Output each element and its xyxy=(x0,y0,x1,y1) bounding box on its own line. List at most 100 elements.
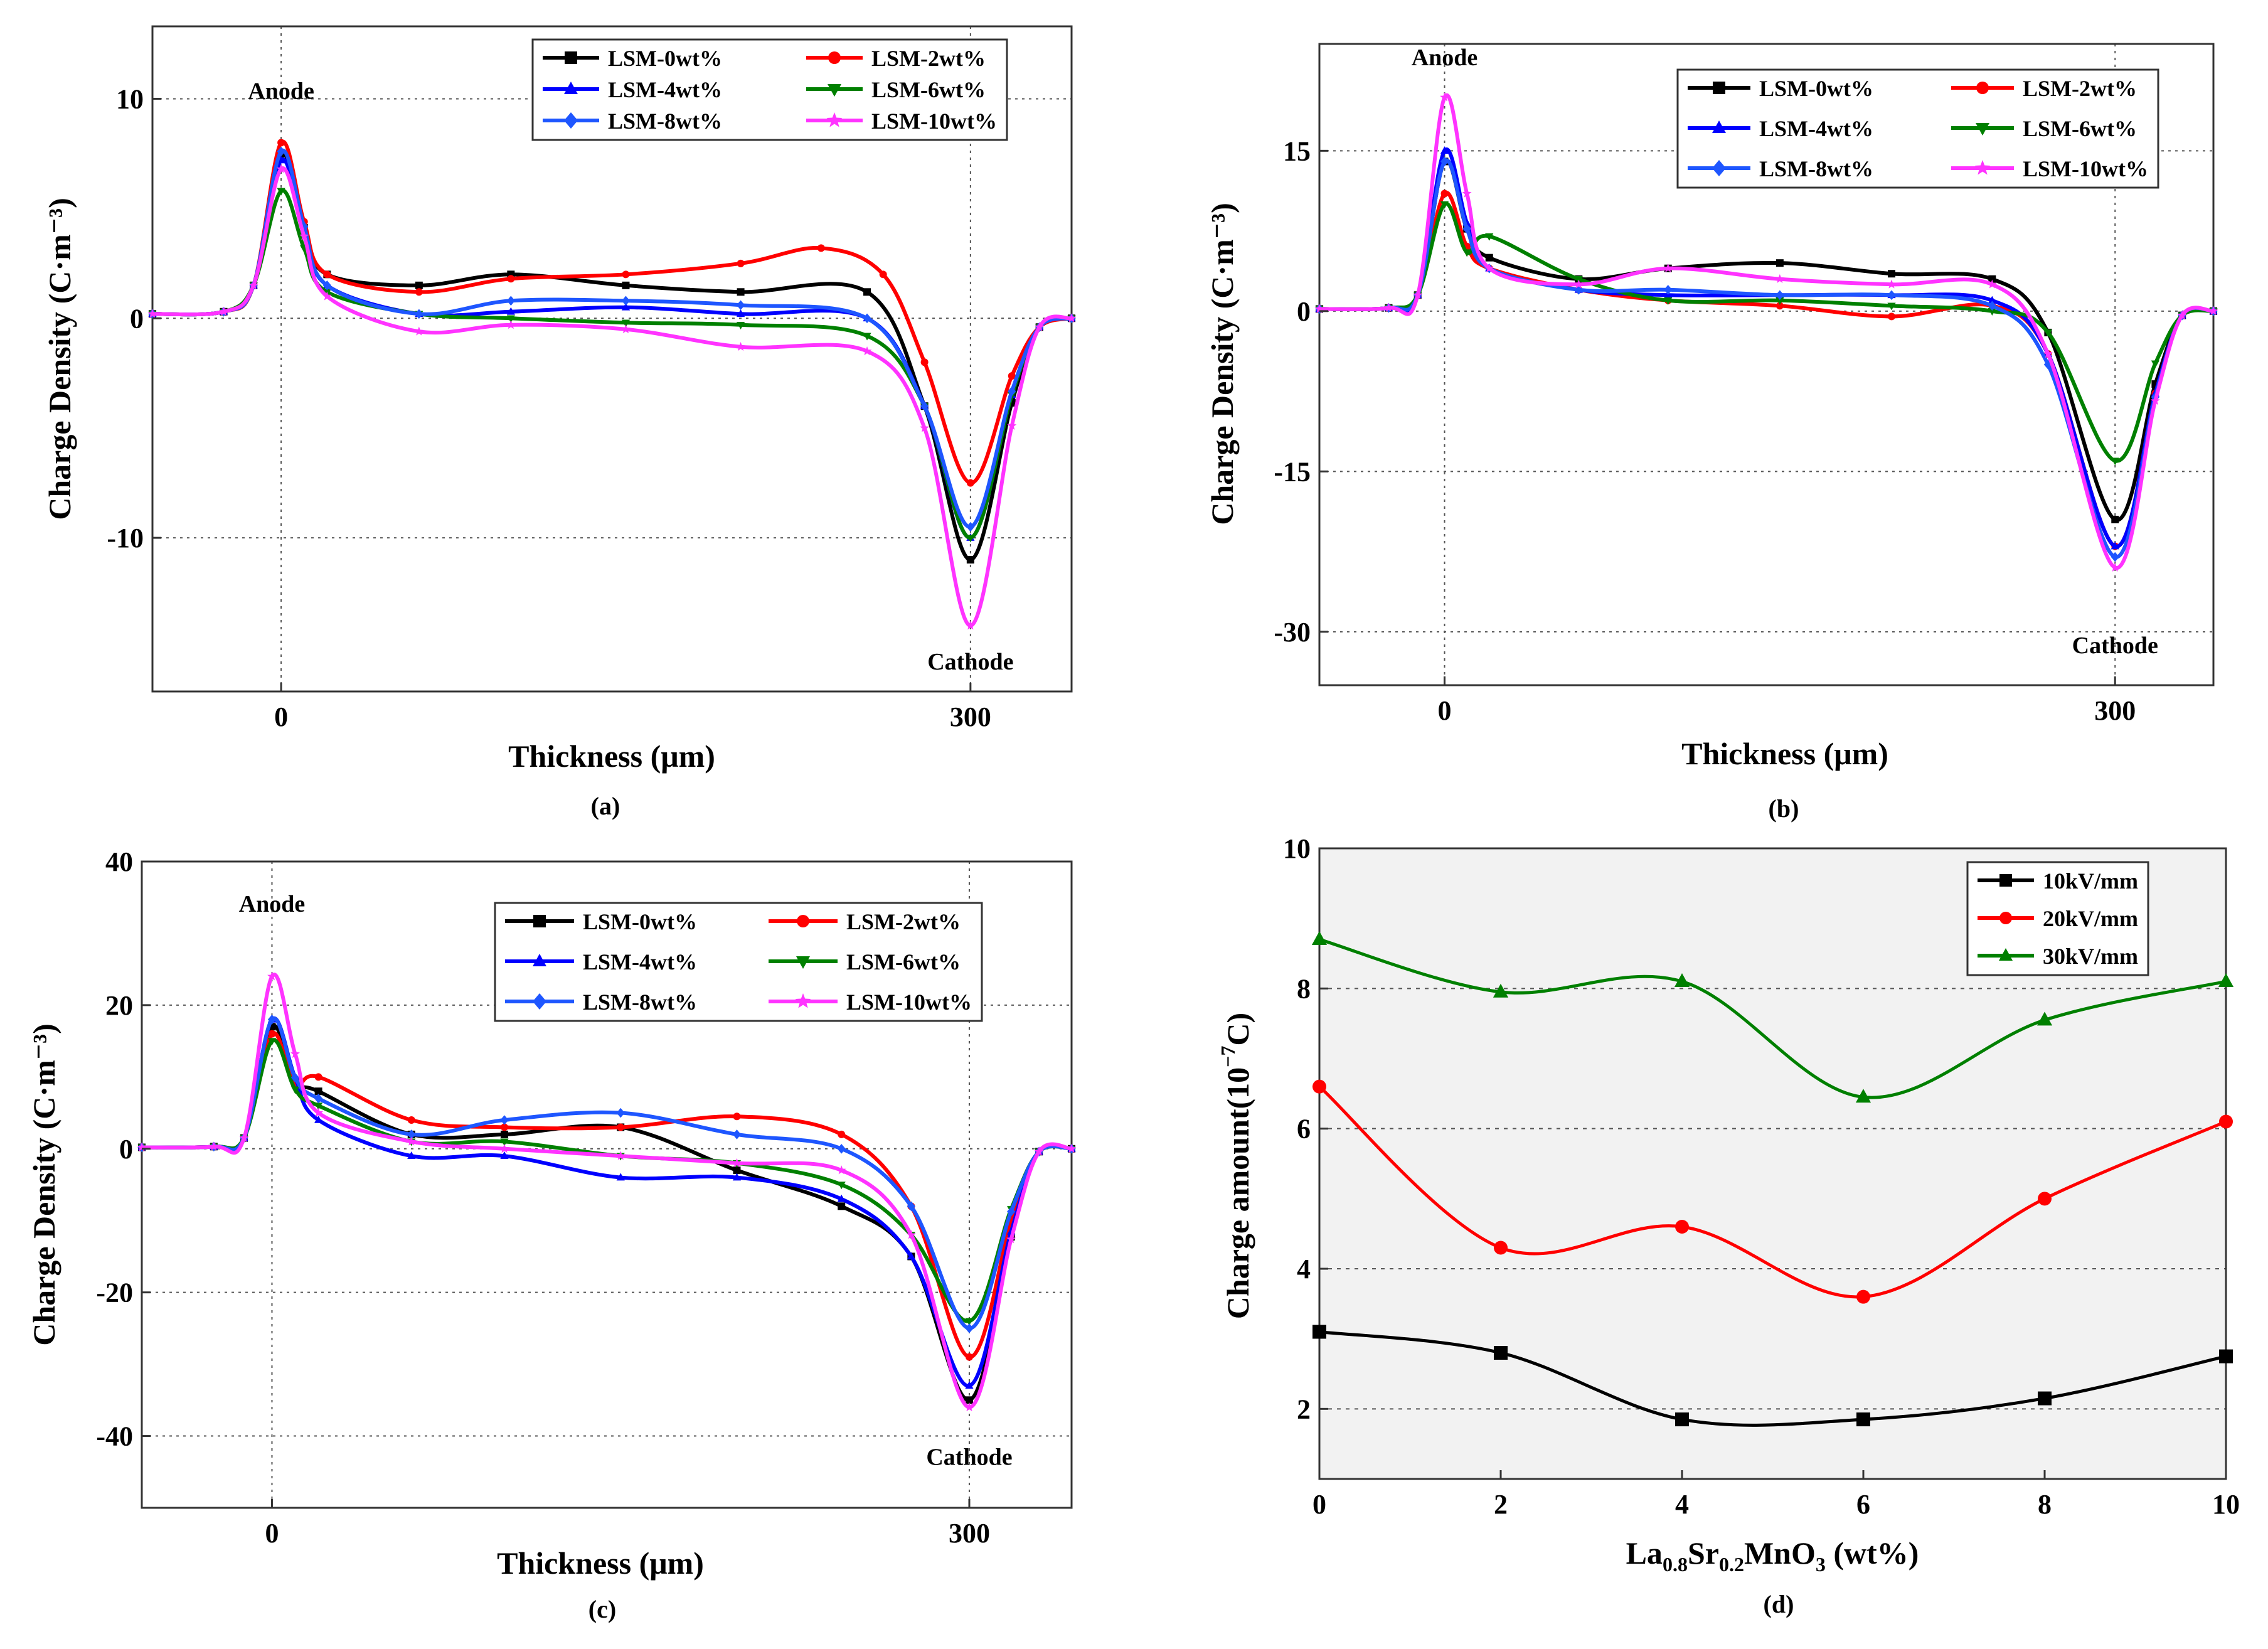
legend-box xyxy=(494,902,983,1022)
y-tick-label: 10 xyxy=(1283,833,1311,864)
series-marker xyxy=(736,341,746,351)
series-marker xyxy=(1440,189,1449,198)
data-point-10kV/mm xyxy=(2219,1349,2233,1363)
series-marker xyxy=(506,296,515,306)
series-marker xyxy=(314,1102,323,1111)
data-point-10kV/mm xyxy=(1856,1412,1870,1427)
y-tick-label: 0 xyxy=(119,1134,133,1165)
data-point-20kV/mm xyxy=(2219,1114,2233,1129)
series-marker xyxy=(732,1173,742,1181)
legend-marker xyxy=(1976,82,1989,94)
series-marker xyxy=(1462,188,1472,198)
series-marker xyxy=(862,346,872,356)
legend-label: 10kV/mm xyxy=(2043,868,2138,894)
legend-item: LSM-10wt% xyxy=(769,990,972,1015)
series-marker xyxy=(507,275,515,283)
series-marker xyxy=(1484,263,1494,273)
data-point-20kV/mm xyxy=(2038,1192,2052,1206)
legend-item: LSM-4wt% xyxy=(1688,116,1873,141)
series-marker xyxy=(1440,146,1449,154)
data-point-10kV/mm xyxy=(2038,1391,2052,1406)
legend-item: 30kV/mm xyxy=(1978,944,2138,969)
series-marker xyxy=(500,1115,509,1125)
series-marker xyxy=(506,307,515,315)
legend-label: 30kV/mm xyxy=(2043,944,2138,969)
legend-marker xyxy=(1713,82,1725,94)
series-marker xyxy=(965,1318,974,1326)
series-marker xyxy=(622,281,630,289)
data-point-30kV/mm xyxy=(1674,973,1690,987)
series-marker xyxy=(920,358,929,366)
series-marker xyxy=(838,1130,846,1138)
series-marker xyxy=(1007,420,1017,430)
series-marker xyxy=(1008,372,1016,380)
series-marker xyxy=(2111,515,2119,523)
series-marker xyxy=(837,1143,846,1154)
series-marker xyxy=(415,288,423,296)
legend-item: LSM-8wt% xyxy=(543,109,722,134)
legend-b: LSM-0wt% LSM-2wt% LSM-4wt% LSM-6wt% LSM-8wt%… xyxy=(1676,68,2159,189)
series-marker xyxy=(2111,552,2119,562)
series-marker xyxy=(1663,263,1673,273)
legend-item: LSM-0wt% xyxy=(543,46,722,71)
series-marker xyxy=(737,300,745,311)
legend-marker xyxy=(564,112,578,129)
series-marker xyxy=(290,1086,300,1094)
legend-label: 20kV/mm xyxy=(2043,906,2138,931)
series-marker xyxy=(1775,274,1785,284)
legend-marker xyxy=(826,112,843,127)
series-marker xyxy=(314,1115,323,1123)
series-marker xyxy=(965,1323,974,1333)
legend-label: LSM-0wt% xyxy=(1759,76,1873,101)
legend-label: LSM-0wt% xyxy=(608,46,722,71)
series-marker xyxy=(2151,360,2159,368)
series-marker xyxy=(290,1072,300,1083)
series-marker xyxy=(314,1087,322,1096)
x-tick-label: 2 xyxy=(1494,1489,1508,1520)
series-marker xyxy=(1485,233,1494,241)
y-tick-label: 4 xyxy=(1297,1254,1311,1284)
series-marker xyxy=(863,313,871,324)
series-marker xyxy=(622,270,630,279)
legend-c: LSM-0wt% LSM-2wt% LSM-4wt% LSM-6wt% LSM-8wt%… xyxy=(494,902,983,1022)
series-marker xyxy=(1887,290,1896,301)
series-marker xyxy=(506,315,515,323)
annotation-anode: Anode xyxy=(1412,45,1478,71)
series-marker xyxy=(414,326,424,336)
y-axis-title-d: Charge amount(10−7C) xyxy=(1217,1013,1255,1319)
series-marker xyxy=(415,309,423,319)
series-line-LSM-8wt% xyxy=(152,148,1072,529)
series-marker xyxy=(322,280,331,291)
legend-marker xyxy=(564,82,578,94)
series-marker xyxy=(1988,296,1996,304)
legend-marker xyxy=(533,954,546,966)
y-axis-title-b: Charge Density (C·m⁻³) xyxy=(1205,203,1240,525)
series-marker xyxy=(407,1136,417,1146)
series-marker xyxy=(2111,457,2119,466)
series-marker xyxy=(1006,1234,1016,1244)
data-point-30kV/mm xyxy=(2218,973,2234,987)
series-marker xyxy=(965,1396,973,1404)
series-marker xyxy=(277,139,285,147)
series-marker xyxy=(737,321,745,329)
series-marker xyxy=(277,188,285,196)
series-marker xyxy=(1314,304,1324,313)
x-tick-label: 300 xyxy=(949,1518,990,1549)
x-tick-label: 300 xyxy=(2094,695,2136,726)
x-tick-label: 0 xyxy=(1438,695,1452,726)
series-marker xyxy=(879,270,887,279)
legend-label: LSM-2wt% xyxy=(2023,76,2137,101)
data-point-20kV/mm xyxy=(1312,1079,1326,1094)
legend-marker xyxy=(1999,912,2012,924)
series-marker xyxy=(617,1123,625,1131)
series-marker xyxy=(1007,1207,1016,1217)
data-point-30kV/mm xyxy=(1855,1089,1871,1103)
data-point-20kV/mm xyxy=(1494,1241,1508,1255)
y-tick-label: 0 xyxy=(130,303,144,334)
data-point-20kV/mm xyxy=(1856,1289,1870,1304)
data-point-30kV/mm xyxy=(2036,1011,2053,1026)
series-marker xyxy=(1573,279,1584,289)
legend-label: LSM-4wt% xyxy=(608,77,722,102)
x-tick-label: 0 xyxy=(274,702,288,732)
